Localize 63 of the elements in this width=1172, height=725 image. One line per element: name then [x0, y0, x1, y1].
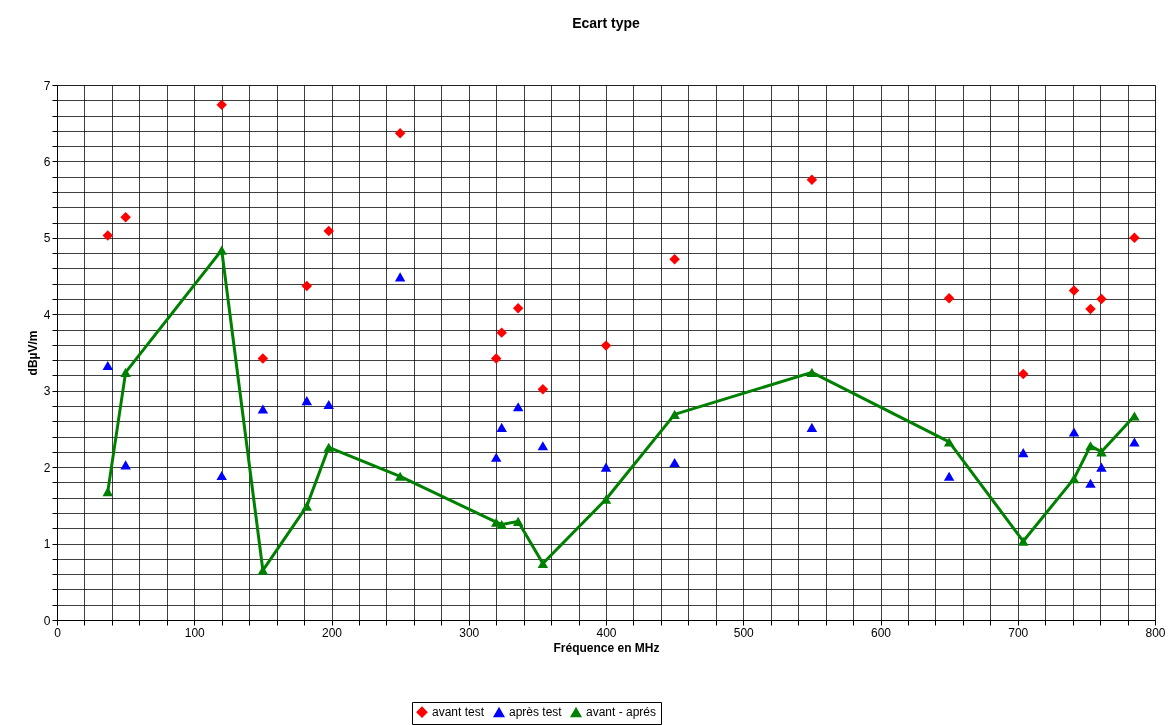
- point: [806, 174, 818, 186]
- chart-title: Ecart type: [572, 15, 641, 31]
- point: [537, 383, 549, 395]
- legend-label: avant test: [432, 705, 485, 720]
- point: [490, 353, 502, 364]
- x-tick-label: 200: [321, 625, 343, 640]
- point: [120, 211, 131, 223]
- point: [1096, 293, 1107, 305]
- x-tick-label: 100: [184, 625, 206, 640]
- point: [1018, 368, 1029, 380]
- point: [1068, 427, 1080, 437]
- y-tick-label: 4: [43, 307, 51, 322]
- x-tick-label: 300: [459, 625, 480, 640]
- point: [1068, 285, 1080, 296]
- point: [600, 340, 612, 351]
- x-tick-label: 800: [1145, 625, 1166, 640]
- x-axis-title: Fréquence en MHz: [553, 640, 660, 655]
- point: [600, 462, 612, 472]
- point: [806, 422, 818, 432]
- point: [1129, 437, 1140, 447]
- y-tick-label: 5: [43, 231, 51, 246]
- y-tick-label: 0: [43, 613, 51, 628]
- y-tick-label: 3: [43, 384, 51, 399]
- y-axis-title: dBµV/m: [25, 330, 40, 376]
- point: [301, 396, 313, 406]
- y-tick-label: 6: [43, 154, 51, 169]
- point: [1096, 462, 1107, 472]
- point: [257, 353, 269, 364]
- point: [323, 225, 334, 237]
- x-tick-label: 0: [54, 625, 62, 640]
- point: [394, 127, 406, 139]
- point: [496, 422, 507, 432]
- point: [537, 441, 549, 451]
- point: [257, 404, 269, 414]
- point: [394, 272, 406, 282]
- point: [943, 292, 955, 304]
- point: [102, 360, 114, 371]
- legend-label: après test: [509, 705, 563, 720]
- point: [512, 402, 524, 412]
- point: [1018, 448, 1029, 458]
- point: [669, 254, 680, 265]
- point: [512, 302, 524, 314]
- point: [120, 460, 131, 470]
- x-tick-label: 400: [596, 625, 617, 640]
- point: [1085, 478, 1096, 488]
- point: [323, 399, 334, 410]
- point: [496, 327, 507, 338]
- y-tick-label: 7: [43, 78, 51, 93]
- point: [301, 280, 313, 292]
- point: [1129, 232, 1140, 244]
- point: [216, 99, 227, 111]
- point: [1085, 303, 1096, 315]
- y-tick-label: 2: [43, 460, 51, 475]
- point: [943, 471, 955, 481]
- point: [669, 458, 680, 468]
- x-tick-label: 700: [1008, 625, 1029, 640]
- point: [102, 230, 114, 241]
- legend-label: avant - aprés: [586, 705, 657, 720]
- x-tick-label: 500: [733, 625, 755, 640]
- y-tick-label: 1: [43, 537, 51, 552]
- point: [216, 471, 227, 481]
- point: [490, 452, 502, 462]
- x-tick-label: 600: [870, 625, 892, 640]
